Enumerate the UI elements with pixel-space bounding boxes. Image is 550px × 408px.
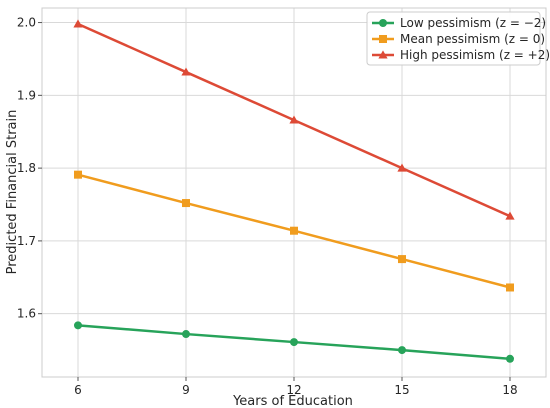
series-1-point-x6: [74, 321, 82, 330]
y-tick-label-2.0: 2.0: [17, 16, 36, 30]
series-2-point-x6: [74, 170, 82, 179]
y-tick-label-1.9: 1.9: [17, 88, 36, 102]
series-1: [74, 321, 514, 363]
series-3-point-x9: [181, 67, 191, 76]
x-axis-label: Years of Education: [232, 394, 353, 408]
legend-box: [366, 11, 541, 66]
series-1-point-x12: [290, 338, 298, 347]
series-2: [74, 170, 514, 292]
x-tick-label-12: 12: [286, 383, 301, 397]
series-3-point-x15: [397, 163, 407, 172]
legend-item-3: High pessimism (z = +2): [372, 48, 550, 62]
series-2-point-x18: [506, 283, 514, 292]
legend-swatch-marker-1: [379, 19, 387, 27]
series-1-point-x15: [398, 346, 406, 355]
y-axis-label: Predicted Financial Strain: [5, 110, 20, 275]
x-tick-label-9: 9: [182, 383, 190, 397]
series-1-point-x18: [506, 354, 514, 363]
series-3-point-x6: [73, 19, 83, 28]
series-2-point-x15: [398, 255, 406, 264]
series-2-point-x12: [290, 226, 298, 235]
series-3-point-x12: [289, 115, 299, 124]
y-tick-label-1.8: 1.8: [17, 161, 36, 175]
legend-label-2: Mean pessimism (z = 0): [400, 32, 545, 46]
y-tick-label-1.6: 1.6: [17, 307, 36, 321]
series-3: [73, 19, 515, 220]
series-2-point-x9: [182, 199, 190, 208]
axes: 6 9 12 15 18 1.6 1.7 1.8 1.9 2.0: [17, 7, 547, 397]
legend-item-1: Low pessimism (z = −2): [372, 16, 546, 30]
legend-item-2: Mean pessimism (z = 0): [372, 32, 545, 46]
x-tick-label-15: 15: [394, 383, 409, 397]
series-3-point-x18: [505, 211, 515, 220]
x-tick-label-18: 18: [502, 383, 517, 397]
legend: Low pessimism (z = −2) Mean pessimism (z …: [366, 11, 550, 66]
legend-swatch-marker-2: [379, 35, 387, 43]
legend-swatch-marker-3: [378, 50, 388, 59]
x-tick-label-6: 6: [74, 383, 82, 397]
legend-label-3: High pessimism (z = +2): [400, 48, 550, 62]
y-tick-label-1.7: 1.7: [17, 234, 36, 248]
legend-label-1: Low pessimism (z = −2): [400, 16, 546, 30]
series-1-point-x9: [182, 330, 190, 339]
series-layer: [73, 19, 515, 363]
